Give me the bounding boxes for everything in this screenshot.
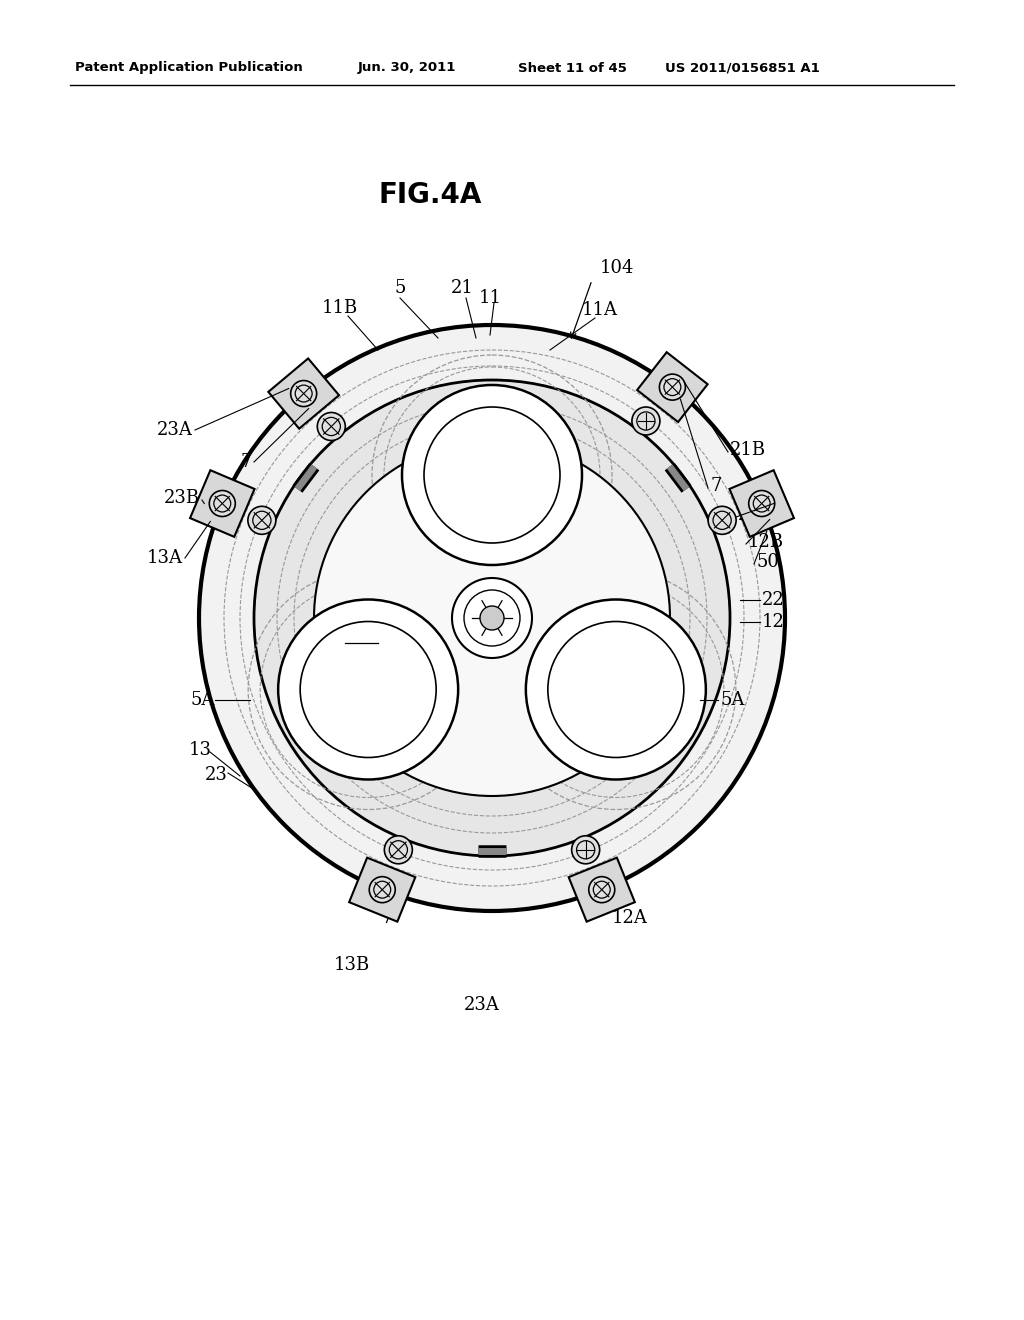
- Text: 21: 21: [451, 279, 473, 297]
- Circle shape: [571, 836, 600, 863]
- Bar: [268, 359, 339, 429]
- Text: 22A: 22A: [738, 506, 774, 524]
- Text: 7: 7: [710, 477, 721, 495]
- Bar: [729, 470, 794, 537]
- Circle shape: [248, 507, 275, 535]
- Text: 11: 11: [478, 289, 502, 308]
- Circle shape: [589, 876, 614, 903]
- Text: 11A: 11A: [582, 301, 618, 319]
- Circle shape: [526, 599, 706, 780]
- Circle shape: [291, 380, 316, 407]
- Bar: [637, 352, 708, 422]
- Text: 13: 13: [189, 741, 212, 759]
- Circle shape: [709, 507, 736, 535]
- Text: 22: 22: [762, 591, 784, 609]
- Circle shape: [384, 836, 413, 863]
- Bar: [568, 858, 635, 921]
- Text: 7: 7: [241, 453, 252, 471]
- Circle shape: [480, 606, 504, 630]
- Text: 12A: 12A: [611, 908, 647, 927]
- Text: 12: 12: [762, 612, 784, 631]
- Text: Jun. 30, 2011: Jun. 30, 2011: [358, 62, 457, 74]
- Bar: [190, 470, 255, 537]
- Circle shape: [370, 876, 395, 903]
- Text: 5A: 5A: [190, 690, 215, 709]
- Text: 23A: 23A: [464, 995, 500, 1014]
- Text: 21B: 21B: [730, 441, 766, 459]
- Text: 7: 7: [382, 908, 393, 927]
- Circle shape: [632, 407, 659, 436]
- Text: 8: 8: [493, 601, 504, 619]
- Text: 23A: 23A: [157, 421, 193, 440]
- Text: 104: 104: [600, 259, 635, 277]
- Text: 11B: 11B: [322, 300, 358, 317]
- Text: Sheet 11 of 45: Sheet 11 of 45: [518, 62, 627, 74]
- Text: US 2011/0156851 A1: US 2011/0156851 A1: [665, 62, 820, 74]
- Circle shape: [314, 440, 670, 796]
- Circle shape: [199, 325, 785, 911]
- Text: 5A: 5A: [720, 690, 744, 709]
- Text: FIG.4A: FIG.4A: [378, 181, 481, 209]
- Text: 50: 50: [756, 553, 779, 572]
- Text: 5B: 5B: [346, 626, 371, 644]
- Circle shape: [402, 385, 582, 565]
- Circle shape: [317, 412, 345, 441]
- Circle shape: [452, 578, 532, 657]
- Circle shape: [279, 599, 458, 780]
- Text: 5: 5: [394, 279, 406, 297]
- Text: 23: 23: [205, 766, 228, 784]
- Text: 23B: 23B: [164, 488, 200, 507]
- Bar: [349, 858, 416, 921]
- Text: 13A: 13A: [147, 549, 183, 568]
- Circle shape: [254, 380, 730, 855]
- Circle shape: [659, 374, 685, 400]
- Circle shape: [209, 491, 236, 516]
- Circle shape: [749, 491, 775, 516]
- Text: 12B: 12B: [748, 533, 784, 550]
- Text: Patent Application Publication: Patent Application Publication: [75, 62, 303, 74]
- Text: 13B: 13B: [334, 956, 371, 974]
